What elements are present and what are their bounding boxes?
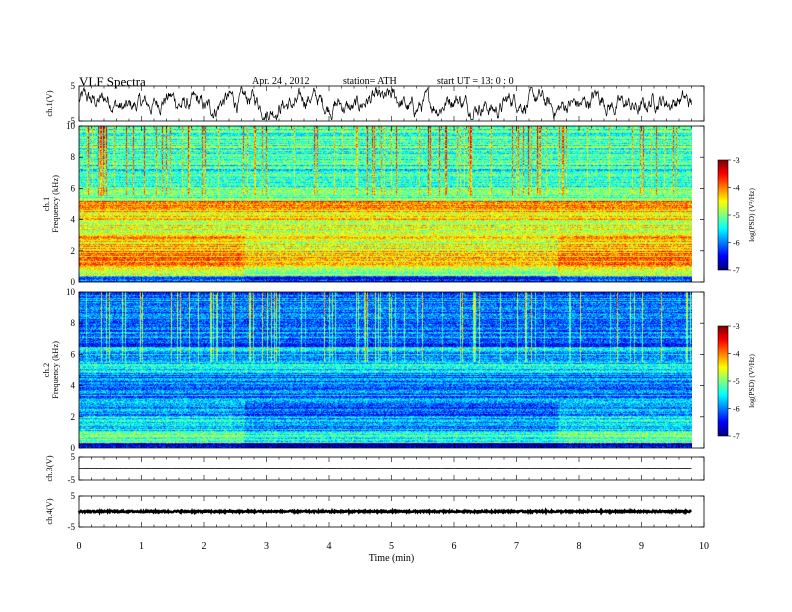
ch2-spec-ylabel: ch.2 <box>41 363 51 377</box>
ch1-wave-trace <box>78 86 692 121</box>
ch1-spec-ylabel: ch.1 <box>41 197 51 211</box>
x-tick-label: 2 <box>202 541 207 552</box>
ch1-spec-colorbar-tick-label: -4 <box>733 184 740 193</box>
ch1-wave-ytick-label: -5 <box>68 116 76 126</box>
ch3-wave-ylabel: ch.3(V) <box>44 455 54 481</box>
ch1-spec-panel: log(PSD) (V²/Hz) <box>78 125 756 283</box>
ch4-wave-ytick-label: -5 <box>68 522 76 532</box>
ch4-wave-ytick-label: 5 <box>71 491 76 501</box>
ch2-spec-colorbar-label: log(PSD) (V²/Hz) <box>747 354 756 408</box>
ch2-spec-image <box>79 292 692 448</box>
x-tick-label: 6 <box>452 541 457 552</box>
ch1-spec-colorbar-tick-label: -5 <box>733 211 740 220</box>
ch2-spec-colorbar-tick-label: -4 <box>733 350 740 359</box>
ch1-wave-frame <box>78 85 705 122</box>
x-tick-label: 10 <box>699 541 709 552</box>
x-tick-label: 4 <box>327 541 332 552</box>
ch3-wave-ytick-label: 5 <box>71 452 76 462</box>
ch2-spec-colorbar-tick-label: -7 <box>733 432 740 441</box>
ch2-spec-panel: log(PSD) (V²/Hz) <box>78 291 756 449</box>
ch1-spec-image <box>79 126 692 282</box>
ch1-wave-ylabel: ch.1(V) <box>44 90 54 116</box>
ch1-wave-ytick-label: 5 <box>71 81 76 91</box>
x-tick-label: 7 <box>514 541 519 552</box>
ch2-spec-colorbar-tick-label: -5 <box>733 377 740 386</box>
x-tick-label: 9 <box>639 541 644 552</box>
ch3-wave-ytick-label: -5 <box>68 475 76 485</box>
date-label: Apr. 24 , 2012 <box>252 76 310 87</box>
ch1-spec-colorbar-tick-label: -3 <box>733 156 740 165</box>
ch2-spec-ytick-label: 8 <box>71 318 76 328</box>
ch4-wave-panel <box>77 495 705 528</box>
ch2-spec-ytick-label: 2 <box>71 412 76 422</box>
x-axis-label: Time (min) <box>369 553 414 564</box>
x-tick-label: 1 <box>139 541 144 552</box>
ch4-wave-trace <box>77 507 692 516</box>
ch3-wave-panel <box>78 456 705 481</box>
ch1-spec-colorbar-label: log(PSD) (V²/Hz) <box>747 188 756 242</box>
ch2-spec-ylabel: Frequency (kHz) <box>50 341 60 399</box>
ch1-spec-colorbar <box>718 160 728 270</box>
ch2-spec-ytick-label: 6 <box>71 349 76 359</box>
ch4-wave-ylabel: ch.4(V) <box>44 498 54 524</box>
x-tick-label: 0 <box>77 541 82 552</box>
ch1-spec-ytick-label: 4 <box>71 215 76 225</box>
ch1-spec-ytick-label: 6 <box>71 183 76 193</box>
ch2-spec-colorbar-tick-label: -6 <box>733 405 740 414</box>
ch2-spec-colorbar <box>718 326 728 436</box>
ch1-spec-colorbar-tick-label: -7 <box>733 266 740 275</box>
ch1-spec-ytick-label: 0 <box>71 277 76 287</box>
chart-title: VLF Spectra <box>79 74 146 89</box>
ch1-wave-panel <box>78 85 705 122</box>
x-tick-label: 8 <box>577 541 582 552</box>
ch1-spec-colorbar-tick-label: -6 <box>733 239 740 248</box>
x-tick-label: 5 <box>389 541 394 552</box>
ch2-spec-colorbar-tick-label: -3 <box>733 322 740 331</box>
ch2-spec-ytick-label: 0 <box>71 443 76 453</box>
ch1-spec-ytick-label: 8 <box>71 152 76 162</box>
ch1-spec-ytick-label: 10 <box>66 121 76 131</box>
ch2-spec-ytick-label: 10 <box>66 287 76 297</box>
ch1-spec-ylabel: Frequency (kHz) <box>50 175 60 233</box>
station-label: station= ATH <box>343 76 397 87</box>
start-time-label: start UT = 13: 0 : 0 <box>437 76 514 87</box>
ch1-spec-ytick-label: 2 <box>71 246 76 256</box>
ch2-spec-ytick-label: 4 <box>71 381 76 391</box>
x-tick-label: 3 <box>264 541 269 552</box>
